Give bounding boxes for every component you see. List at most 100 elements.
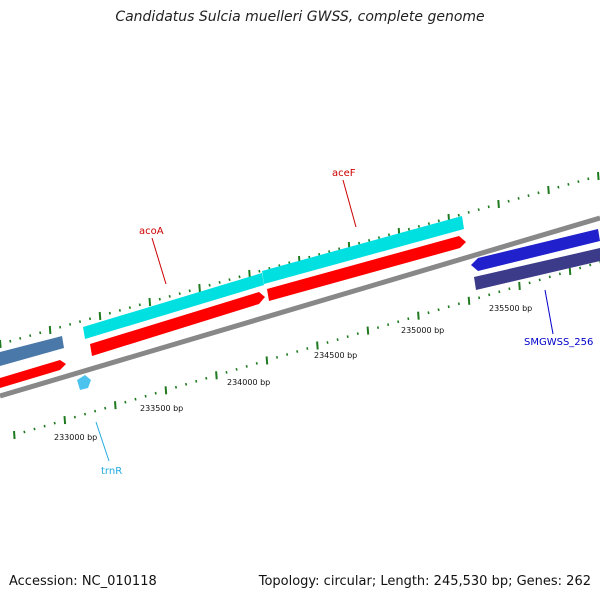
label-acoA: acoA	[139, 226, 164, 237]
minor-tick	[508, 287, 511, 291]
gene-bar-navy[interactable]	[474, 248, 600, 290]
label-smgwss: SMGWSS_256	[524, 337, 593, 348]
gene-bar-cyan-acoA[interactable]	[83, 273, 264, 339]
minor-tick	[275, 356, 279, 359]
minor-tick	[457, 213, 460, 217]
major-tick	[316, 341, 319, 350]
outer-tick-row	[0, 171, 600, 349]
minor-tick	[318, 253, 321, 256]
minor-tick	[118, 309, 121, 312]
coord-label-235500: 235500 bp	[489, 304, 532, 313]
minor-tick	[538, 278, 541, 282]
minor-tick	[447, 305, 450, 309]
major-tick	[366, 326, 370, 335]
inner-tick-row	[13, 260, 600, 440]
label-trnR: trnR	[101, 466, 122, 477]
minor-tick	[407, 227, 410, 231]
major-tick	[265, 356, 269, 365]
minor-tick	[437, 219, 440, 223]
aceF-leader	[342, 179, 357, 228]
minor-tick	[9, 339, 12, 343]
minor-tick	[104, 406, 107, 410]
acoA-leader	[151, 237, 167, 285]
major-tick	[0, 339, 2, 349]
minor-tick	[377, 236, 381, 239]
major-tick	[417, 311, 420, 320]
major-tick	[547, 185, 550, 195]
minor-tick	[558, 272, 561, 276]
minor-tick	[286, 353, 289, 356]
minor-tick	[557, 185, 560, 189]
major-tick	[98, 311, 102, 321]
minor-tick	[83, 412, 87, 416]
genome-summary: Topology: circular; Length: 245,530 bp; …	[258, 574, 591, 589]
minor-tick	[296, 350, 299, 353]
minor-tick	[59, 325, 62, 329]
minor-tick	[108, 311, 111, 315]
minor-tick	[527, 194, 530, 197]
major-tick	[215, 371, 218, 380]
minor-tick	[258, 269, 261, 273]
minor-tick	[43, 424, 46, 428]
coord-label-233500: 233500 bp	[140, 404, 183, 413]
minor-tick	[407, 317, 410, 321]
major-tick	[597, 171, 600, 181]
trna-marker[interactable]	[77, 375, 91, 390]
minor-tick	[228, 278, 231, 281]
gene-bar-blue[interactable]	[471, 229, 600, 271]
coord-label-233000: 233000 bp	[54, 433, 97, 442]
minor-tick	[457, 302, 460, 306]
minor-tick	[467, 211, 470, 214]
minor-tick	[188, 289, 191, 293]
minor-tick	[154, 391, 157, 395]
minor-tick	[174, 385, 178, 389]
major-tick	[63, 416, 67, 425]
minor-tick	[23, 430, 26, 434]
minor-tick	[477, 208, 480, 211]
minor-tick	[417, 225, 420, 228]
gene-bar-cyan-aceF[interactable]	[262, 216, 464, 284]
minor-tick	[205, 376, 208, 380]
minor-tick	[94, 409, 97, 413]
minor-tick	[567, 183, 570, 186]
minor-tick	[589, 263, 592, 267]
major-tick	[13, 430, 16, 440]
minor-tick	[306, 347, 309, 350]
minor-tick	[178, 292, 181, 295]
gene-bar-red-acoA[interactable]	[90, 292, 265, 356]
smgwss-leader	[544, 289, 554, 335]
minor-tick	[88, 317, 92, 321]
minor-tick	[235, 368, 238, 371]
minor-tick	[336, 338, 339, 341]
major-tick	[248, 269, 251, 279]
minor-tick	[437, 308, 440, 312]
major-tick	[148, 297, 152, 307]
minor-tick	[387, 323, 390, 326]
minor-tick	[326, 341, 329, 344]
gene-bar-red-aceF[interactable]	[267, 236, 466, 301]
minor-tick	[225, 371, 228, 374]
minor-tick	[427, 311, 430, 315]
minor-tick	[427, 222, 430, 225]
minor-tick	[356, 332, 359, 335]
gene-bar-red-left[interactable]	[0, 360, 66, 388]
minor-tick	[29, 334, 32, 337]
genome-backbone	[0, 215, 600, 399]
label-aceF: aceF	[332, 168, 356, 179]
minor-tick	[255, 362, 258, 365]
coord-label-235000: 235000 bp	[401, 326, 444, 335]
minor-tick	[358, 241, 361, 245]
minor-tick	[33, 427, 36, 431]
minor-tick	[328, 250, 331, 253]
major-tick	[164, 386, 168, 395]
minor-tick	[478, 296, 481, 300]
gene-bar-steelblue[interactable]	[0, 336, 64, 366]
minor-tick	[138, 303, 141, 307]
minor-tick	[488, 293, 491, 297]
minor-tick	[587, 177, 590, 181]
major-tick	[497, 199, 500, 209]
minor-tick	[507, 199, 510, 203]
major-tick	[48, 325, 52, 335]
minor-tick	[73, 415, 76, 419]
minor-tick	[376, 326, 380, 329]
